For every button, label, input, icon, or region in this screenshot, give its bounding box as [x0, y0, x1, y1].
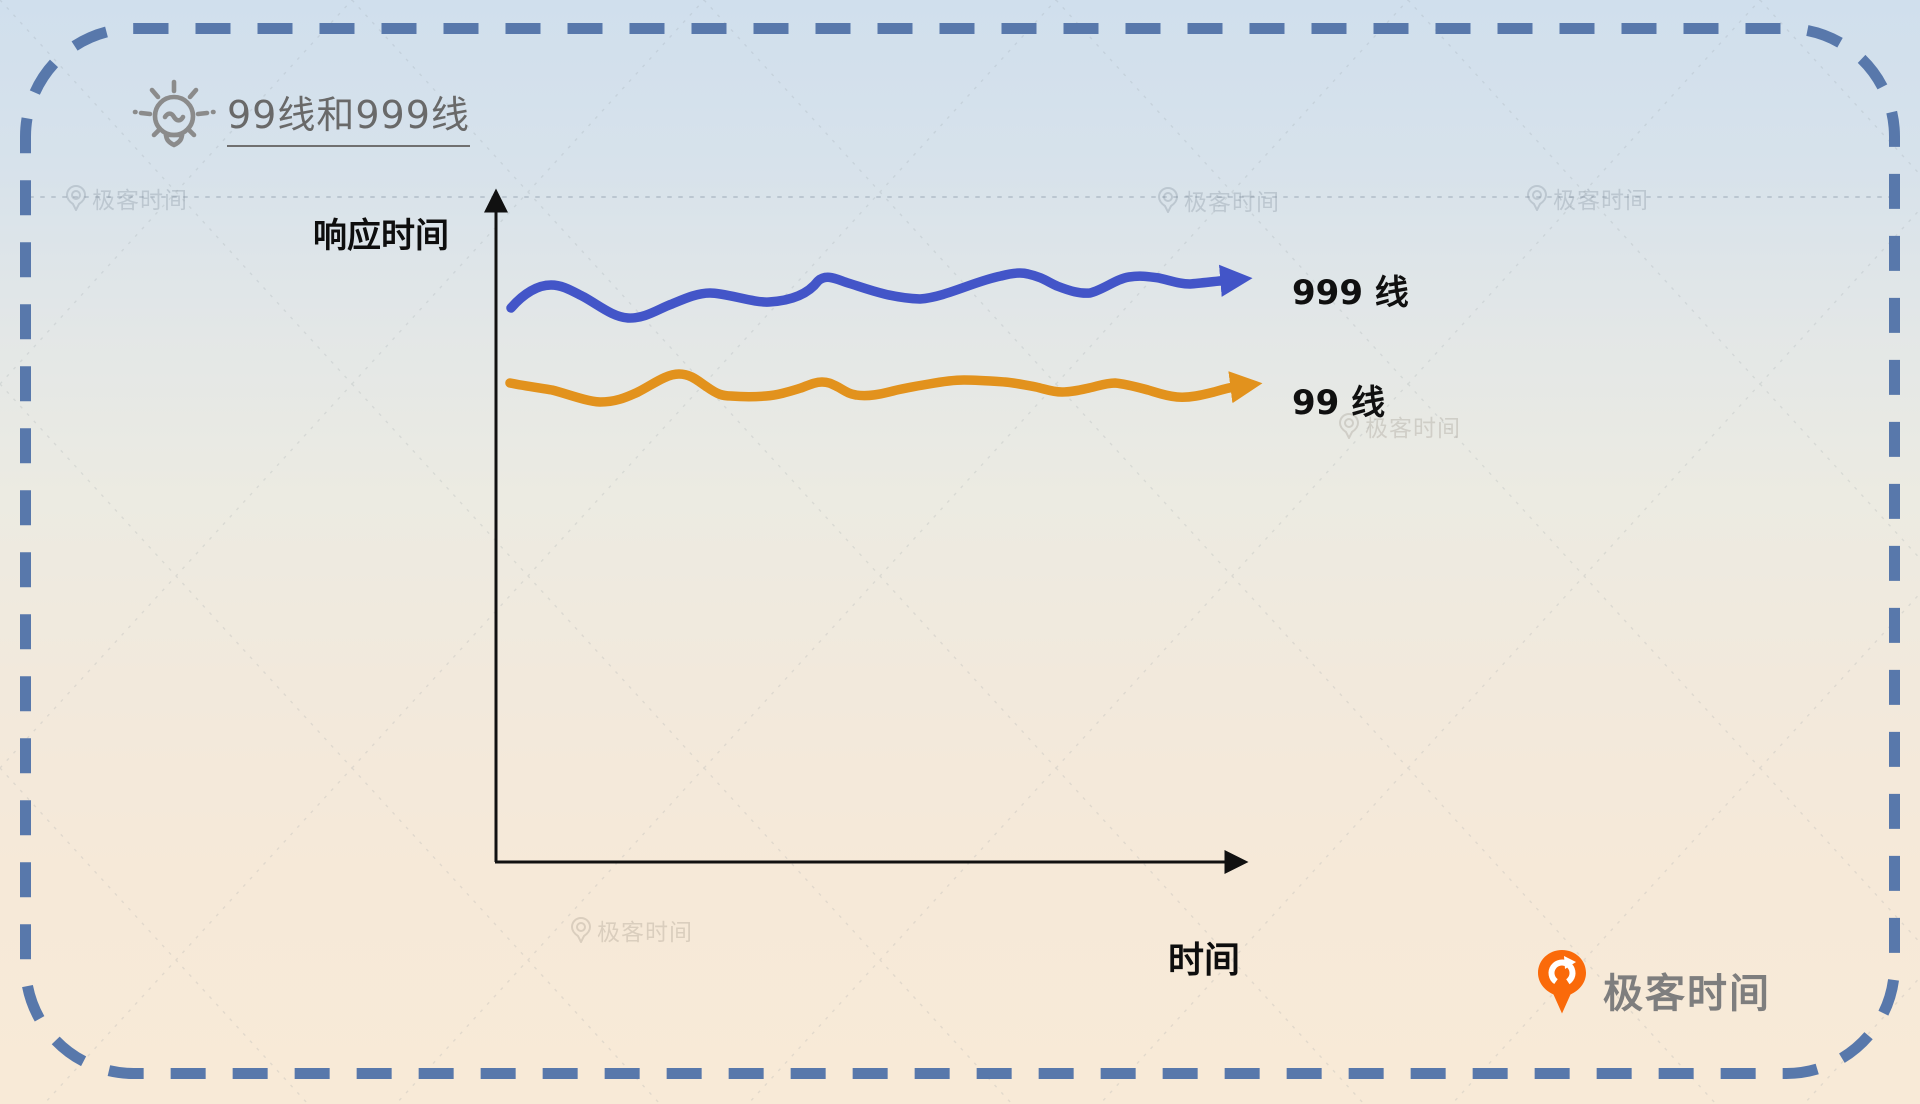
series-label-999: 999 线 [1292, 273, 1409, 313]
y-axis-label: 响应时间 [313, 216, 449, 256]
brand-logo-icon [1538, 950, 1586, 1014]
slide-title: 99线和999线 [227, 93, 470, 147]
watermark-logo-icon [66, 185, 86, 211]
watermark-logo-icon [571, 917, 591, 943]
watermark: 极客时间 [1158, 183, 1280, 217]
watermark: 极客时间 [1339, 409, 1461, 443]
series-label-99: 99 线 [1292, 383, 1386, 423]
x-axis-label: 时间 [1168, 940, 1241, 981]
watermark-text: 极客时间 [597, 920, 693, 946]
watermark: 极客时间 [1527, 181, 1649, 215]
lightbulb-icon [132, 79, 216, 148]
watermark-logo-icon [1339, 413, 1359, 439]
line-999 [506, 264, 1253, 323]
watermark-logo-icon [1527, 185, 1547, 211]
watermark: 极客时间 [571, 913, 693, 947]
watermark-text: 极客时间 [92, 188, 188, 214]
line-99 [505, 369, 1263, 407]
watermark-logo-icon [1158, 187, 1178, 213]
brand-name: 极客时间 [1603, 971, 1771, 1017]
watermark-text: 极客时间 [1184, 190, 1280, 216]
brand: 极客时间 [1537, 949, 1771, 1019]
watermark: 极客时间 [66, 181, 188, 215]
watermark-text: 极客时间 [1553, 188, 1649, 214]
watermark-text: 极客时间 [1365, 416, 1461, 442]
